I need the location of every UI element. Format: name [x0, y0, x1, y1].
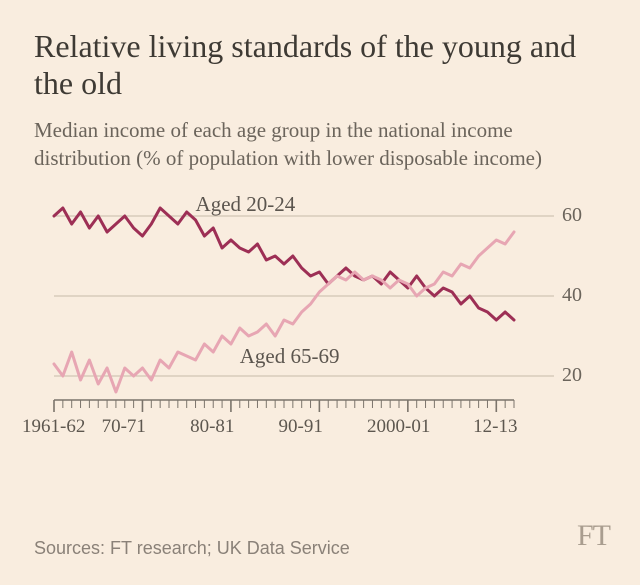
series-aged-20-24	[54, 208, 514, 320]
y-tick-label: 40	[562, 284, 582, 307]
x-tick-label: 80-81	[190, 416, 234, 438]
x-tick-label: 70-71	[102, 416, 146, 438]
x-tick-label: 1961-62	[22, 416, 85, 438]
chart-title: Relative living standards of the young a…	[34, 28, 612, 102]
y-tick-label: 60	[562, 204, 582, 227]
chart-svg	[34, 182, 594, 442]
series-label: Aged 20-24	[196, 192, 296, 217]
y-tick-label: 20	[562, 364, 582, 387]
chart: 204060 1961-6270-7180-8190-912000-0112-1…	[34, 182, 594, 442]
x-tick-label: 2000-01	[367, 416, 430, 438]
x-tick-label: 12-13	[473, 416, 517, 438]
chart-subtitle: Median income of each age group in the n…	[34, 116, 612, 173]
sources-text: Sources: FT research; UK Data Service	[34, 538, 350, 559]
series-label: Aged 65-69	[240, 344, 340, 369]
x-tick-label: 90-91	[279, 416, 323, 438]
ft-logo: FT	[577, 519, 610, 553]
